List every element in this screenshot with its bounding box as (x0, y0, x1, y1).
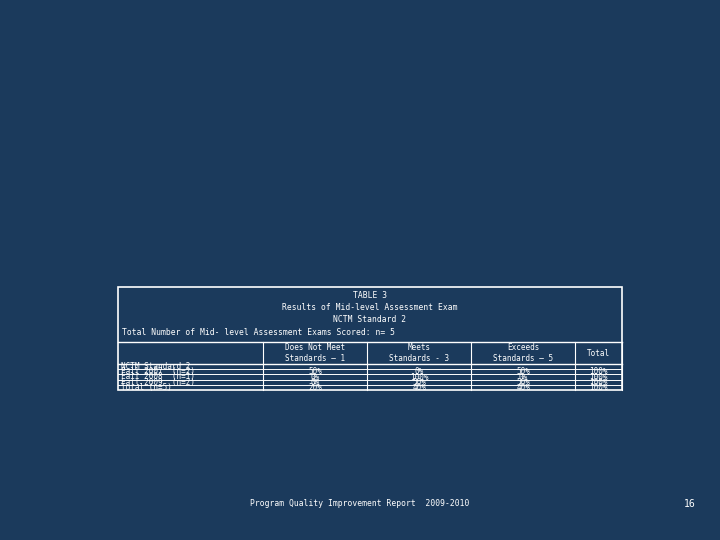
Text: 50%: 50% (516, 367, 530, 376)
Text: Total Number of Mid- level Assessment Exams Scored: n= 5: Total Number of Mid- level Assessment Ex… (122, 328, 395, 337)
Text: Does Not Meet
Standards – 1: Does Not Meet Standards – 1 (285, 343, 346, 363)
Text: 100%: 100% (410, 373, 428, 381)
Text: 40%: 40% (413, 383, 426, 392)
Text: Fall 2007  (n=2): Fall 2007 (n=2) (121, 367, 195, 376)
Text: 100%: 100% (590, 367, 608, 376)
Text: TABLE 3: TABLE 3 (353, 291, 387, 300)
Text: Exceeds
Standards – 5: Exceeds Standards – 5 (493, 343, 554, 363)
Text: Results of Mid-level Assessment Exam: Results of Mid-level Assessment Exam (282, 303, 458, 312)
Text: 0%: 0% (415, 367, 424, 376)
Text: 0%: 0% (311, 377, 320, 387)
Text: Fall 2008  (n=1): Fall 2008 (n=1) (121, 373, 195, 381)
Text: 0%: 0% (518, 373, 528, 381)
Text: 40%: 40% (516, 383, 530, 392)
Text: 100%: 100% (590, 373, 608, 381)
Text: 50%: 50% (516, 377, 530, 387)
Text: NCTM Standard 2: NCTM Standard 2 (333, 315, 407, 325)
Text: 0%: 0% (311, 373, 320, 381)
Text: Program Quality Improvement Report  2009-2010: Program Quality Improvement Report 2009-… (251, 500, 469, 509)
Text: 50%: 50% (413, 377, 426, 387)
Text: 16: 16 (684, 499, 696, 509)
Text: 50%: 50% (308, 367, 323, 376)
Text: Fall 2009  (n=2): Fall 2009 (n=2) (121, 377, 195, 387)
Text: NCTM Standard 2: NCTM Standard 2 (121, 362, 190, 371)
Text: Total: Total (587, 348, 610, 357)
Text: 100%: 100% (590, 377, 608, 387)
Text: 100%: 100% (590, 383, 608, 392)
Text: Meets
Standards - 3: Meets Standards - 3 (390, 343, 449, 363)
Text: 20%: 20% (308, 383, 323, 392)
Text: Total (n=5): Total (n=5) (121, 383, 172, 392)
